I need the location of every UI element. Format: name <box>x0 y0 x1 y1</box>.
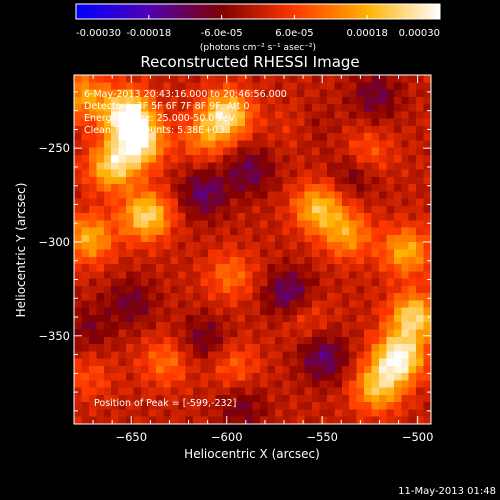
x-tick-label: −500 <box>402 430 434 444</box>
x-tick-label: −550 <box>306 430 338 444</box>
x-tick-label: −600 <box>211 430 243 444</box>
colorbar-tick-label: -6.0e-05 <box>201 28 243 39</box>
heatmap-image <box>74 75 431 424</box>
colorbar-tick-label: -0.00018 <box>126 28 171 39</box>
y-tick-label: −250 <box>38 141 70 155</box>
annotation-block: 6-May-2013 20:43:16.000 to 20:46:56.000 … <box>84 89 287 409</box>
colorbar: -0.00030 -0.00018 -6.0e-05 6.0e-05 0.00018 0.… <box>75 3 441 53</box>
annotation-peak: Position of Peak = [-599,-232] <box>94 398 236 409</box>
y-axis-label: Heliocentric Y (arcsec) <box>14 183 28 318</box>
chart-title: Reconstructed RHESSI Image <box>140 53 359 71</box>
x-tick-label: −650 <box>115 430 147 444</box>
colorbar-tick-label: 0.00030 <box>399 28 440 39</box>
axis-ticks: −650 −600 −550 −500 −250 −300 −350 <box>38 75 433 444</box>
annotation-energy: Energy Range: 25.000-50.0 keV <box>84 113 235 124</box>
colorbar-units: (photons cm⁻² s⁻¹ asec⁻²) <box>200 43 316 53</box>
annotation-detectors: Detectors: 3F 5F 6F 7F 8F 9F, Att 0 <box>84 101 250 112</box>
annotation-clean: Clean Total counts: 5.38E+03 <box>84 125 224 136</box>
x-axis-label: Heliocentric X (arcsec) <box>184 447 320 461</box>
plot-area: −650 −600 −550 −500 −250 −300 −350 <box>38 74 433 444</box>
colorbar-tick-label: -0.00030 <box>76 28 121 39</box>
plot-frame <box>73 74 432 425</box>
colorbar-ticks: -0.00030 -0.00018 -6.0e-05 6.0e-05 0.00018 0.… <box>75 15 441 39</box>
y-tick-label: −300 <box>38 235 70 249</box>
y-tick-label: −350 <box>38 329 70 343</box>
colorbar-tick-label: 6.0e-05 <box>275 28 313 39</box>
footer-timestamp: 11-May-2013 01:48 <box>398 486 496 497</box>
colorbar-gradient <box>75 3 441 20</box>
annotation-time-range: 6-May-2013 20:43:16.000 to 20:46:56.000 <box>84 89 287 100</box>
colorbar-tick-label: 0.00018 <box>347 28 388 39</box>
